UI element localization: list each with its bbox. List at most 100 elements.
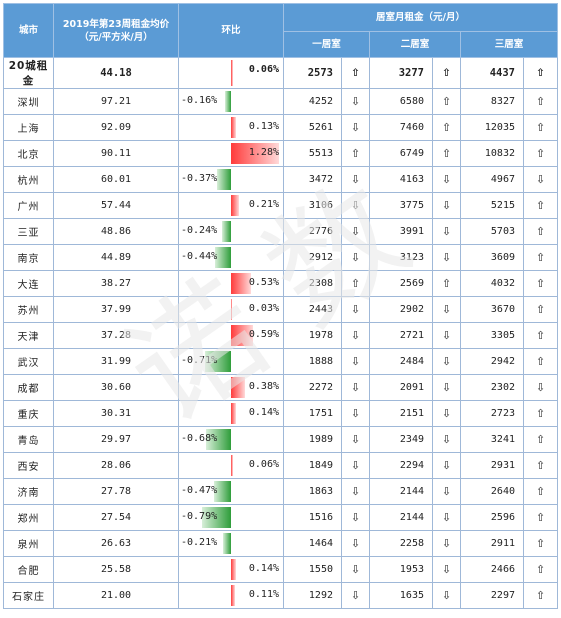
- avg-price: 38.27: [53, 270, 179, 297]
- city-name: 三亚: [3, 218, 54, 245]
- yoy-value: 0.14%: [248, 407, 279, 418]
- yoy-bar: [231, 60, 234, 86]
- two-room-rent: 2902: [369, 296, 433, 323]
- two-room-rent: 1953: [369, 556, 433, 583]
- two-room-rent: 2151: [369, 400, 433, 427]
- yoy-value: 1.28%: [248, 147, 279, 158]
- table-row: 石家庄 21.00 0.11% 1292 ⇩ 1635 ⇩ 2297 ⇧: [3, 582, 559, 609]
- yoy-cell: -0.68%: [178, 426, 284, 453]
- up-arrow-icon: ⇧: [522, 218, 559, 245]
- two-room-rent: 2144: [369, 504, 433, 531]
- down-arrow-icon: ⇩: [432, 374, 461, 401]
- down-arrow-icon: ⇩: [341, 530, 370, 557]
- table-row: 青岛 29.97 -0.68% 1989 ⇩ 2349 ⇩ 3241 ⇧: [3, 426, 559, 453]
- two-room-rent: 3775: [369, 192, 433, 219]
- three-room-rent: 2466: [460, 556, 524, 583]
- header-city: 城市: [3, 3, 54, 58]
- table-row: 武汉 31.99 -0.71% 1888 ⇩ 2484 ⇩ 2942 ⇧: [3, 348, 559, 375]
- two-room-rent: 7460: [369, 114, 433, 141]
- two-room-rent: 2569: [369, 270, 433, 297]
- yoy-value: 0.03%: [248, 303, 279, 314]
- avg-price: 31.99: [53, 348, 179, 375]
- one-room-rent: 1751: [283, 400, 342, 427]
- one-room-rent: 2443: [283, 296, 342, 323]
- yoy-value: 0.13%: [248, 121, 279, 132]
- three-room-rent: 5703: [460, 218, 524, 245]
- city-name: 苏州: [3, 296, 54, 323]
- header-three-room: 三居室: [459, 31, 559, 58]
- yoy-cell: 0.06%: [178, 452, 284, 479]
- city-name: 重庆: [3, 400, 54, 427]
- yoy-cell: 1.28%: [178, 140, 284, 167]
- two-room-rent: 2144: [369, 478, 433, 505]
- yoy-bar: [231, 403, 237, 424]
- up-arrow-icon: ⇧: [341, 57, 370, 89]
- down-arrow-icon: ⇩: [432, 296, 461, 323]
- yoy-value: 0.21%: [248, 199, 279, 210]
- yoy-bar: [201, 507, 231, 528]
- table-row: 广州 57.44 0.21% 3106 ⇩ 3775 ⇩ 5215 ⇧: [3, 192, 559, 219]
- down-arrow-icon: ⇩: [432, 244, 461, 271]
- summary-yoy: 0.06%: [248, 64, 279, 75]
- city-name: 上海: [3, 114, 54, 141]
- three-room-rent: 3305: [460, 322, 524, 349]
- one-room-rent: 1989: [283, 426, 342, 453]
- table-row: 苏州 37.99 0.03% 2443 ⇩ 2902 ⇩ 3670 ⇧: [3, 296, 559, 323]
- two-room-rent: 2294: [369, 452, 433, 479]
- header-two-room: 二居室: [369, 31, 461, 58]
- yoy-cell: -0.71%: [178, 348, 284, 375]
- two-room-rent: 2484: [369, 348, 433, 375]
- one-room-rent: 5261: [283, 114, 342, 141]
- up-arrow-icon: ⇧: [522, 530, 559, 557]
- up-arrow-icon: ⇧: [522, 140, 559, 167]
- yoy-cell: 0.03%: [178, 296, 284, 323]
- up-arrow-icon: ⇧: [522, 426, 559, 453]
- one-room-rent: 1516: [283, 504, 342, 531]
- summary-avg: 44.18: [53, 57, 179, 89]
- down-arrow-icon: ⇩: [432, 556, 461, 583]
- table-row: 深圳 97.21 -0.16% 4252 ⇩ 6580 ⇧ 8327 ⇧: [3, 88, 559, 115]
- three-room-rent: 3670: [460, 296, 524, 323]
- three-room-rent: 10832: [460, 140, 524, 167]
- city-name: 郑州: [3, 504, 54, 531]
- down-arrow-icon: ⇩: [522, 166, 559, 193]
- city-name: 深圳: [3, 88, 54, 115]
- two-room-rent: 6749: [369, 140, 433, 167]
- table-row: 上海 92.09 0.13% 5261 ⇩ 7460 ⇧ 12035 ⇧: [3, 114, 559, 141]
- three-room-rent: 4032: [460, 270, 524, 297]
- city-name: 大连: [3, 270, 54, 297]
- up-arrow-icon: ⇧: [522, 452, 559, 479]
- down-arrow-icon: ⇩: [432, 530, 461, 557]
- rent-table: 城市 2019年第23周租金均价 （元/平方米/月） 环比 居室月租金（元/月）…: [3, 3, 559, 609]
- table-row: 三亚 48.86 -0.24% 2776 ⇩ 3991 ⇩ 5703 ⇧: [3, 218, 559, 245]
- up-arrow-icon: ⇧: [522, 478, 559, 505]
- up-arrow-icon: ⇧: [522, 57, 559, 89]
- yoy-value: -0.16%: [181, 95, 218, 106]
- two-room-rent: 3991: [369, 218, 433, 245]
- one-room-rent: 1978: [283, 322, 342, 349]
- down-arrow-icon: ⇩: [432, 582, 461, 609]
- yoy-cell: -0.16%: [178, 88, 284, 115]
- yoy-value: -0.37%: [181, 173, 218, 184]
- two-room-rent: 2349: [369, 426, 433, 453]
- up-arrow-icon: ⇧: [522, 88, 559, 115]
- yoy-cell: -0.37%: [178, 166, 284, 193]
- down-arrow-icon: ⇩: [432, 218, 461, 245]
- three-room-rent: 8327: [460, 88, 524, 115]
- three-room-rent: 2942: [460, 348, 524, 375]
- yoy-value: -0.79%: [181, 511, 218, 522]
- header-avg-price: 2019年第23周租金均价 （元/平方米/月）: [53, 3, 179, 58]
- down-arrow-icon: ⇩: [341, 582, 370, 609]
- down-arrow-icon: ⇩: [522, 374, 559, 401]
- yoy-bar: [231, 377, 246, 398]
- down-arrow-icon: ⇩: [341, 244, 370, 271]
- one-room-rent: 4252: [283, 88, 342, 115]
- up-arrow-icon: ⇧: [522, 556, 559, 583]
- one-room-rent: 1292: [283, 582, 342, 609]
- one-room-rent: 3106: [283, 192, 342, 219]
- up-arrow-icon: ⇧: [432, 270, 461, 297]
- down-arrow-icon: ⇩: [341, 192, 370, 219]
- avg-price: 90.11: [53, 140, 179, 167]
- down-arrow-icon: ⇩: [341, 478, 370, 505]
- yoy-value: 0.59%: [248, 329, 279, 340]
